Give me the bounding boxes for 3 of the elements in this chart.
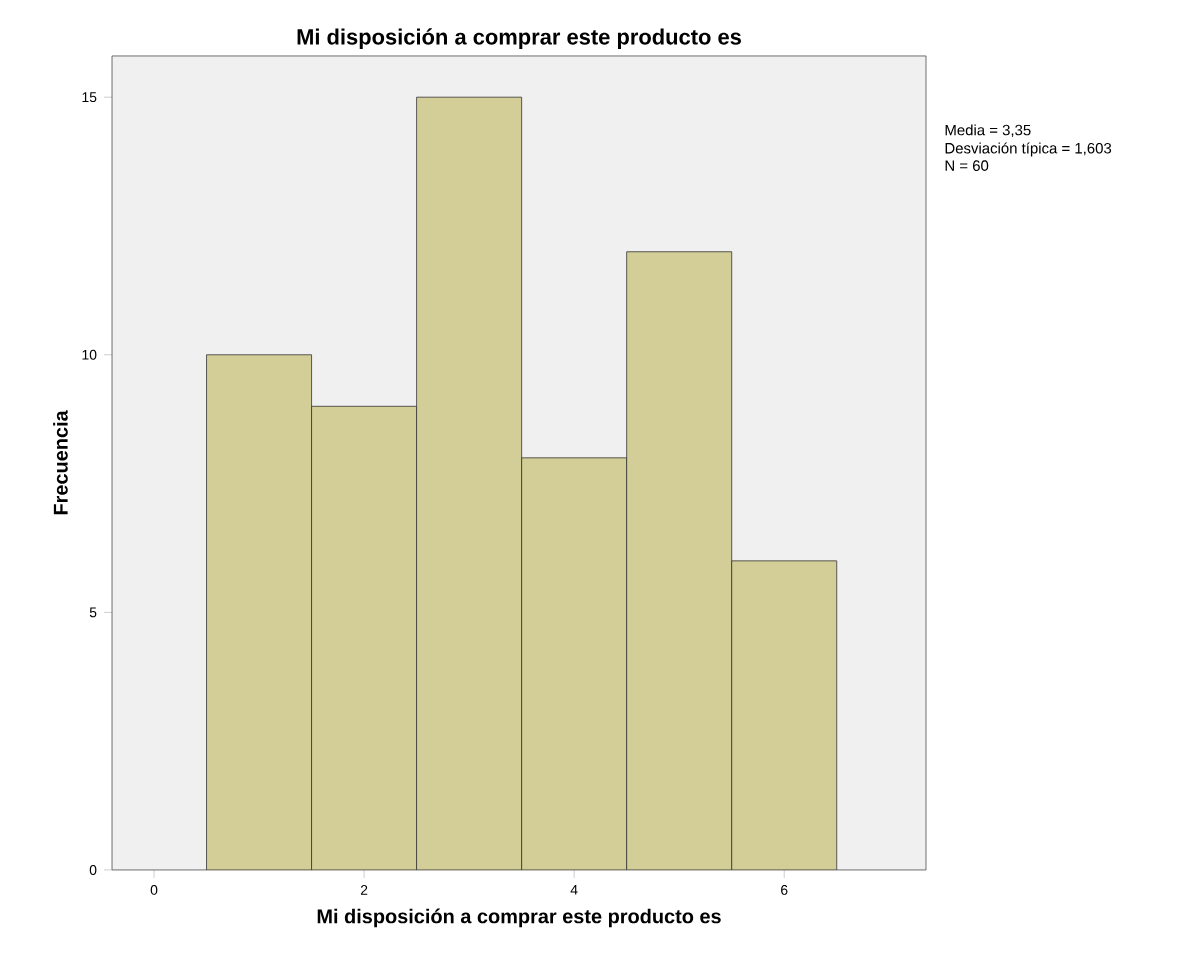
chart-title: Mi disposición a comprar este producto es: [297, 28, 741, 49]
x-axis-title: Mi disposición a comprar este producto es: [317, 908, 721, 928]
y-axis-title: Frecuencia: [53, 410, 68, 515]
